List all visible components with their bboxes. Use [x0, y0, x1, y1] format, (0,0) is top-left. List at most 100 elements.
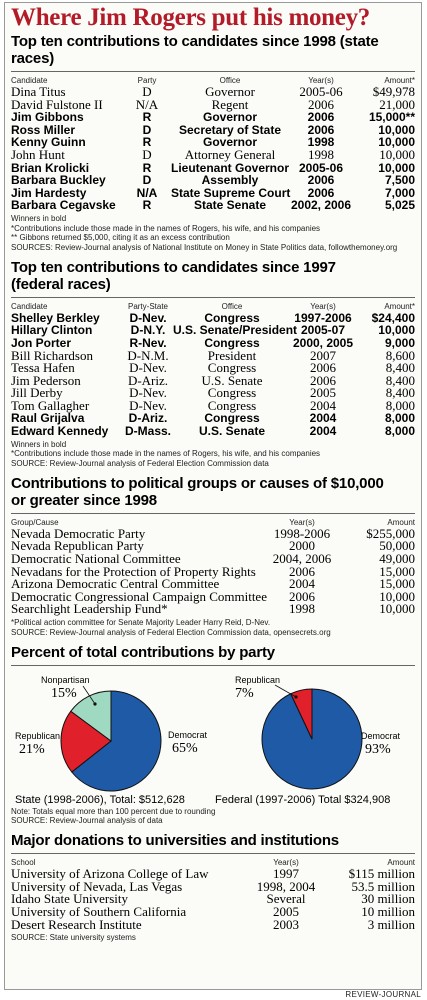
office: Governor: [202, 110, 257, 125]
table-row: Dina Titus D Governor 2005-06 $49,978: [11, 84, 415, 99]
state-races-title: Top ten contributions to candidates sinc…: [11, 33, 379, 67]
candidate-name: Shelley Berkley: [11, 310, 100, 325]
divider: [11, 71, 415, 72]
party: D: [142, 84, 152, 99]
amount: 8,000: [384, 424, 415, 439]
party: R: [142, 110, 152, 125]
universities-table: University of Arizona College of Law 1997…: [11, 866, 415, 932]
amount: 8,600: [385, 347, 415, 363]
office: State Senate: [193, 198, 267, 213]
table-row: Nevadans for the Protection of Property …: [11, 565, 415, 579]
universities-title: Major donations to universities and inst…: [11, 832, 339, 850]
federal-source: SOURCE: Review-Journal analysis of Feder…: [11, 458, 269, 468]
party: D-Nev.: [129, 385, 167, 401]
office: Congress: [207, 397, 257, 413]
pie-source: SOURCE: Review-Journal analysis of data: [11, 816, 163, 826]
candidate-name: Hillary Clinton: [11, 323, 93, 338]
amount: 10,000: [378, 122, 415, 137]
party: D-Ariz.: [127, 372, 169, 388]
years: 2005-06: [299, 84, 343, 99]
header-candidate: Candidate: [11, 76, 48, 85]
row-name: Democratic National Committee: [11, 551, 181, 567]
office: Secretary of State: [178, 122, 282, 137]
row-name: University of Arizona College of Law: [11, 866, 209, 882]
years: 2005: [273, 903, 299, 919]
universities-source: SOURCE: State university systems: [11, 933, 136, 943]
years: 2006: [310, 360, 336, 376]
table-row: Bill Richardson D-N.M. President 2007 8,600: [11, 347, 415, 363]
groups-title-line1: Contributions to political groups or cau…: [11, 474, 384, 492]
party: D-Nev.: [129, 310, 167, 325]
candidate-name: Tom Gallagher: [11, 397, 90, 413]
pie-label-republican: Republican: [15, 731, 60, 741]
table-row: Tom Gallagher D-Nev. Congress 2004 8,000: [11, 397, 415, 413]
groups-source: SOURCE: Review-Journal analysis of Feder…: [11, 627, 331, 637]
header-party: Party: [137, 76, 157, 85]
groups-note-pac: *Political action committee for Senate M…: [11, 618, 271, 627]
office: Congress: [207, 385, 257, 401]
universities-header: School Year(s) Amount: [11, 857, 415, 868]
federal-note-winners: Winners in bold: [11, 439, 67, 449]
table-row: Barbara Buckley D Assembly 2006 7,500: [11, 174, 415, 187]
years: 2005-06: [298, 160, 344, 175]
candidate-name: Raul Grijalva: [11, 411, 85, 426]
amount: 7,500: [384, 173, 415, 188]
groups-header: Group/Cause Year(s) Amount: [11, 517, 415, 528]
table-row: Barbara Cegavske R State Senate 2002, 2006 5…: [11, 199, 415, 212]
party-pie-section: Percent of total contributions by party …: [11, 644, 415, 827]
years: Several: [266, 891, 306, 907]
amount: 3 million: [367, 916, 415, 932]
years: 2000, 2005: [292, 335, 354, 350]
candidate-name: Edward Kennedy: [11, 424, 109, 439]
party: N/A: [136, 185, 158, 200]
amount: 10,000: [378, 135, 415, 150]
header-years: Year(s): [308, 76, 334, 85]
leader-line: [274, 684, 297, 697]
office: Congress: [204, 411, 260, 426]
office: State Supreme Court: [171, 185, 291, 200]
amount: 15,000**: [368, 110, 415, 125]
pie-section-title: Percent of total contributions by party: [11, 643, 275, 661]
pie-charts-svg: Democrat65%Republican21%Nonpartisan15%St…: [15, 675, 401, 806]
table-row: Jim Hardesty N/A State Supreme Court 2006 7,…: [11, 187, 415, 200]
candidate-name: Jim Pederson: [11, 372, 81, 388]
candidate-name: Brian Krolicki: [11, 160, 90, 175]
pie-pct-republican: 7%: [235, 686, 254, 701]
federal-note-contributions: *Contributions include those made in the…: [11, 449, 321, 459]
table-row: Shelley Berkley D-Nev. Congress 1997-2006 $2…: [11, 312, 415, 325]
federal-races-header: Candidate Party-State Office Year(s) Amo…: [11, 301, 415, 312]
years: 1997-2006: [294, 310, 352, 325]
header-group: Group/Cause: [11, 517, 59, 527]
table-row: Edward Kennedy D-Mass. U.S. Senate 2004 8,00…: [11, 425, 415, 438]
amount: 10,000: [379, 601, 415, 617]
table-row: Jim Gibbons R Governor 2006 15,000**: [11, 111, 415, 124]
years: 2003: [273, 916, 299, 932]
table-row: Desert Research Institute 2003 3 million: [11, 916, 415, 932]
years: 2004: [309, 424, 337, 439]
pie-note: Note: Totals equal more than 100 percent…: [11, 806, 216, 816]
divider: [11, 512, 415, 514]
table-row: Searchlight Leadership Fund* 1998 10,000: [11, 603, 415, 616]
row-name: Desert Research Institute: [11, 916, 142, 932]
pie-label-democrat: Democrat: [361, 731, 401, 741]
years: 2006: [307, 173, 335, 188]
table-row: Raul Grijalva D-Ariz. Congress 2004 8,000: [11, 412, 415, 425]
leader-line: [82, 685, 96, 704]
party: R: [142, 198, 152, 213]
divider: [11, 664, 415, 666]
office: Governor: [202, 135, 257, 150]
state-note-winners: Winners in bold: [11, 213, 67, 223]
years: 1998, 2004: [256, 878, 316, 894]
row-name: Idaho State University: [11, 891, 128, 907]
table-row: University of Nevada, Las Vegas 1998, 200…: [11, 878, 415, 894]
table-row: Jon Porter R-Nev. Congress 2000, 2005 9,000: [11, 337, 415, 350]
federal-races-title-line1: Top ten contributions to candidates sinc…: [11, 258, 336, 276]
amount: 50,000: [379, 538, 415, 554]
office: Congress: [204, 335, 260, 350]
pie-slice-republican: [60, 710, 112, 773]
years: 1997: [273, 866, 299, 882]
office: Congress: [207, 360, 257, 376]
amount: 10,000: [378, 160, 415, 175]
table-row: John Hunt D Attorney General 1998 10,000: [11, 148, 415, 162]
years: 2004: [309, 411, 337, 426]
